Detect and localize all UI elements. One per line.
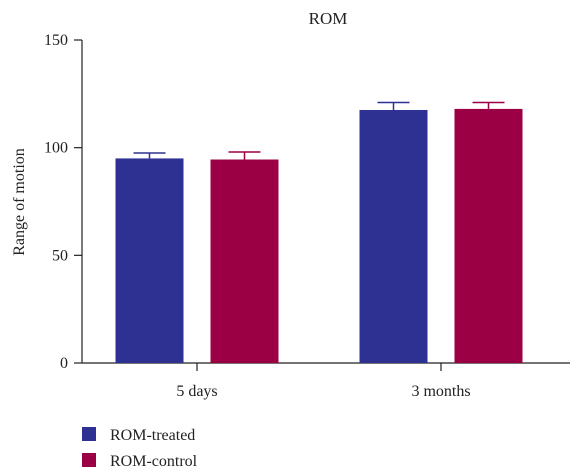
y-axis-title-group: Range of motion bbox=[11, 148, 28, 256]
y-tick-label: 100 bbox=[44, 140, 68, 157]
y-tick-label: 150 bbox=[44, 32, 68, 49]
bar bbox=[454, 108, 523, 363]
legend-swatch bbox=[82, 453, 96, 467]
bar bbox=[115, 158, 184, 363]
x-tick-label: 3 months bbox=[411, 383, 470, 400]
legend-swatch bbox=[82, 427, 96, 441]
y-tick-label: 50 bbox=[52, 247, 68, 264]
legend-label: ROM-control bbox=[110, 453, 198, 470]
bar bbox=[359, 109, 428, 363]
y-axis-title: Range of motion bbox=[11, 148, 28, 256]
x-tick-label: 5 days bbox=[176, 383, 217, 400]
legend: ROM-treated ROM-control bbox=[82, 427, 198, 470]
legend-label: ROM-treated bbox=[110, 427, 195, 444]
y-tick-label: 0 bbox=[60, 355, 68, 372]
y-axis-ticks: 0 50 100 150 bbox=[44, 32, 82, 372]
chart-title: ROM bbox=[309, 9, 348, 28]
bars-group bbox=[115, 101, 523, 363]
bar bbox=[210, 159, 279, 363]
x-axis-ticks: 5 days 3 months bbox=[176, 363, 471, 400]
